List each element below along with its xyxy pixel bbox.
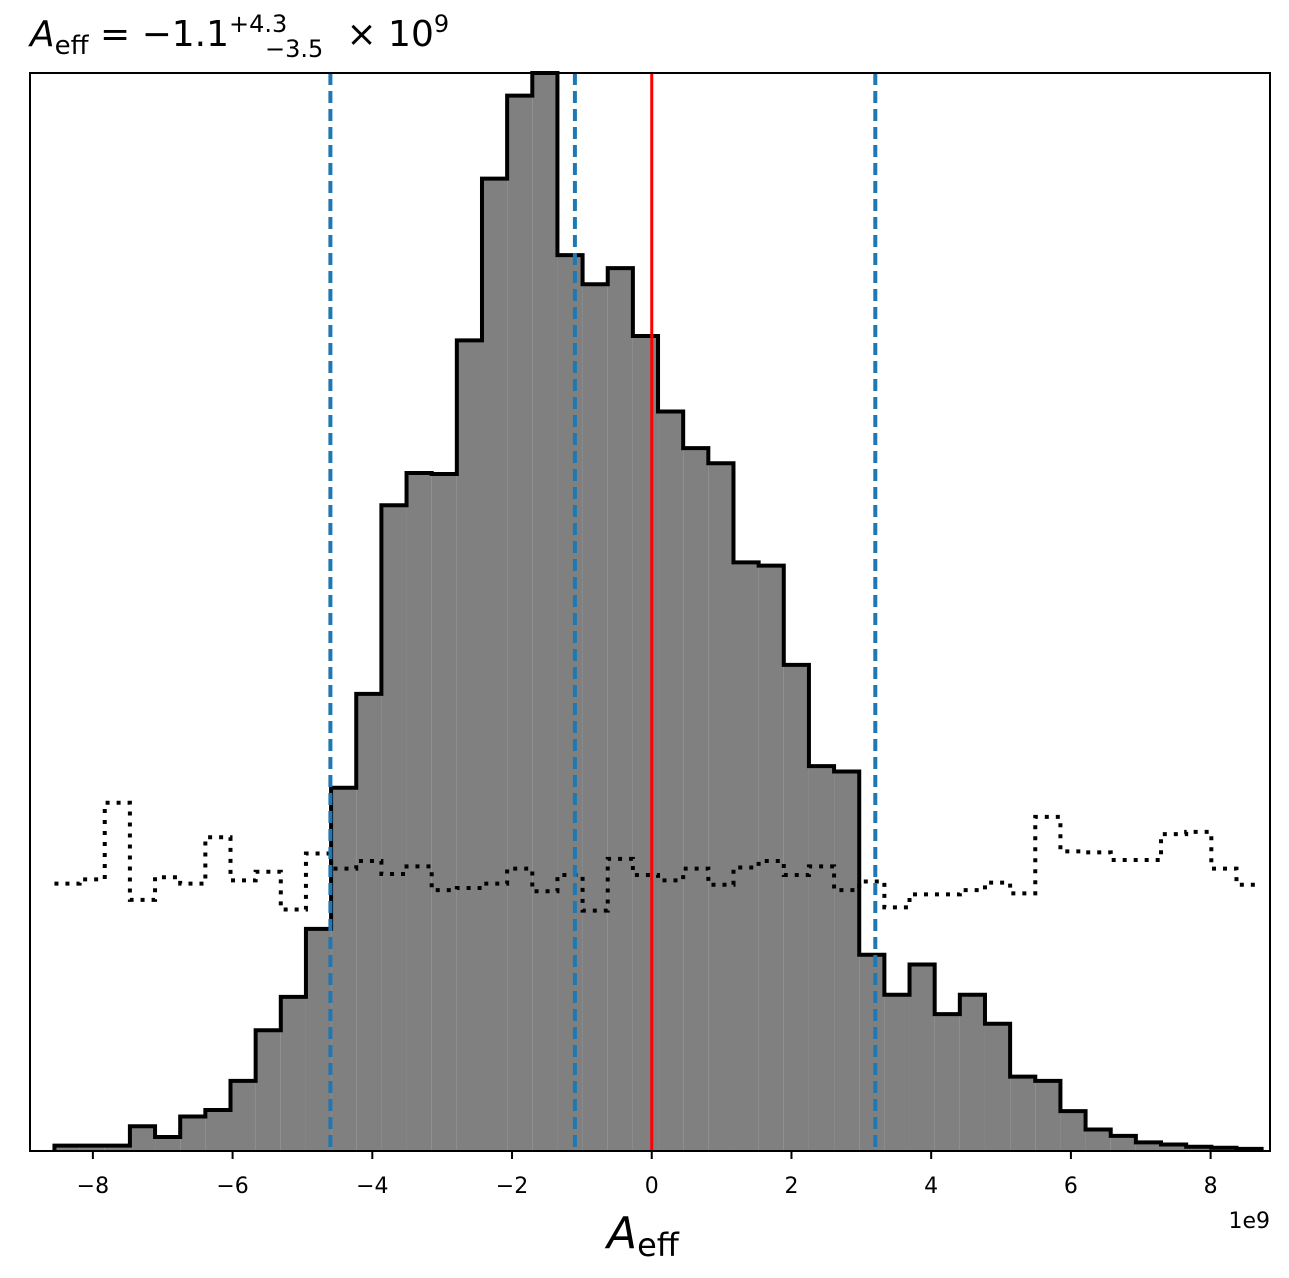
histogram-bar: [507, 95, 533, 1152]
x-tick-label: 6: [1064, 1174, 1078, 1199]
histogram-bar: [783, 664, 809, 1151]
histogram-bar: [1060, 1111, 1086, 1151]
histogram-bar: [708, 463, 734, 1152]
histogram-bar: [456, 340, 482, 1151]
histogram-bar: [481, 178, 508, 1152]
histogram-bar: [180, 1116, 206, 1151]
histogram-bar: [859, 954, 885, 1151]
histogram-bar: [305, 928, 332, 1151]
histogram-bar: [406, 472, 432, 1151]
title-symbol: A: [28, 14, 55, 55]
histogram-bar: [356, 693, 382, 1151]
histogram-bar: [959, 994, 985, 1151]
histogram-bar: [280, 996, 306, 1151]
x-axis-label: Aeff: [604, 1208, 680, 1264]
chart-title: Aeff = −1.1+4.3 −3.5 × 109: [28, 10, 449, 63]
x-tick-label: 0: [645, 1174, 659, 1199]
x-tick-label: −8: [77, 1174, 109, 1199]
histogram-bar: [683, 448, 709, 1151]
histogram-bar: [733, 562, 759, 1151]
title-exponent: 9: [434, 10, 449, 38]
histogram-bar: [79, 1145, 105, 1151]
histogram-bar: [884, 994, 910, 1151]
histogram-bar: [431, 474, 457, 1151]
x-tick-label: −4: [356, 1174, 388, 1199]
histogram-bar: [532, 73, 558, 1151]
xlabel-symbol: A: [604, 1208, 637, 1259]
x-tick-label: −6: [216, 1174, 248, 1199]
histogram-bar: [808, 766, 835, 1151]
histogram-bar: [381, 505, 407, 1151]
x-tick-label: 8: [1204, 1174, 1218, 1199]
title-value: = −1.1: [89, 14, 229, 55]
title-symbol-subscript: eff: [55, 31, 90, 61]
histogram-bar: [934, 1014, 960, 1151]
histogram-bar: [255, 1030, 281, 1151]
histogram-bar: [54, 1145, 80, 1151]
plot-area: [52, 71, 1264, 1152]
histogram-bar: [1135, 1142, 1162, 1151]
posterior-histogram-outline: [52, 71, 1264, 1151]
histogram-bar: [1010, 1076, 1036, 1151]
histogram-bar: [205, 1110, 231, 1151]
histogram-bar: [129, 1126, 156, 1151]
histogram-bar: [1186, 1146, 1212, 1151]
title-upper-error: +4.3: [229, 10, 287, 38]
histogram-bar: [582, 284, 608, 1152]
histogram-bar: [155, 1136, 181, 1151]
histogram-bar: [1161, 1144, 1187, 1151]
x-axis-offset-label: 1e9: [1228, 1209, 1270, 1234]
histogram-bar: [758, 565, 784, 1151]
histogram-bar: [104, 1145, 130, 1151]
x-tick-label: 4: [924, 1174, 938, 1199]
histogram-bar: [1035, 1080, 1061, 1151]
histogram-bar: [607, 268, 633, 1151]
axes-frame: [29, 72, 1271, 1152]
histogram-bar: [984, 1023, 1011, 1151]
title-lower-error: −3.5: [265, 35, 323, 63]
x-tick-label: 2: [784, 1174, 798, 1199]
histogram-bar: [230, 1080, 256, 1151]
histogram-bar: [331, 787, 357, 1151]
histogram-bar: [1085, 1129, 1111, 1151]
title-multiplier: × 10: [335, 14, 434, 55]
histogram-bar: [557, 255, 583, 1151]
histogram-bar: [658, 411, 684, 1151]
histogram-bar: [1110, 1135, 1136, 1151]
prior-histogram-line: [54, 800, 1262, 913]
histogram-bar: [632, 336, 659, 1152]
xlabel-subscript: eff: [637, 1226, 680, 1264]
histogram-bar: [909, 964, 935, 1151]
histogram-bar: [834, 771, 860, 1151]
x-axis: −8 −6 −4 −2 0 2 4 6 8: [77, 1151, 1218, 1199]
x-tick-label: −2: [496, 1174, 528, 1199]
